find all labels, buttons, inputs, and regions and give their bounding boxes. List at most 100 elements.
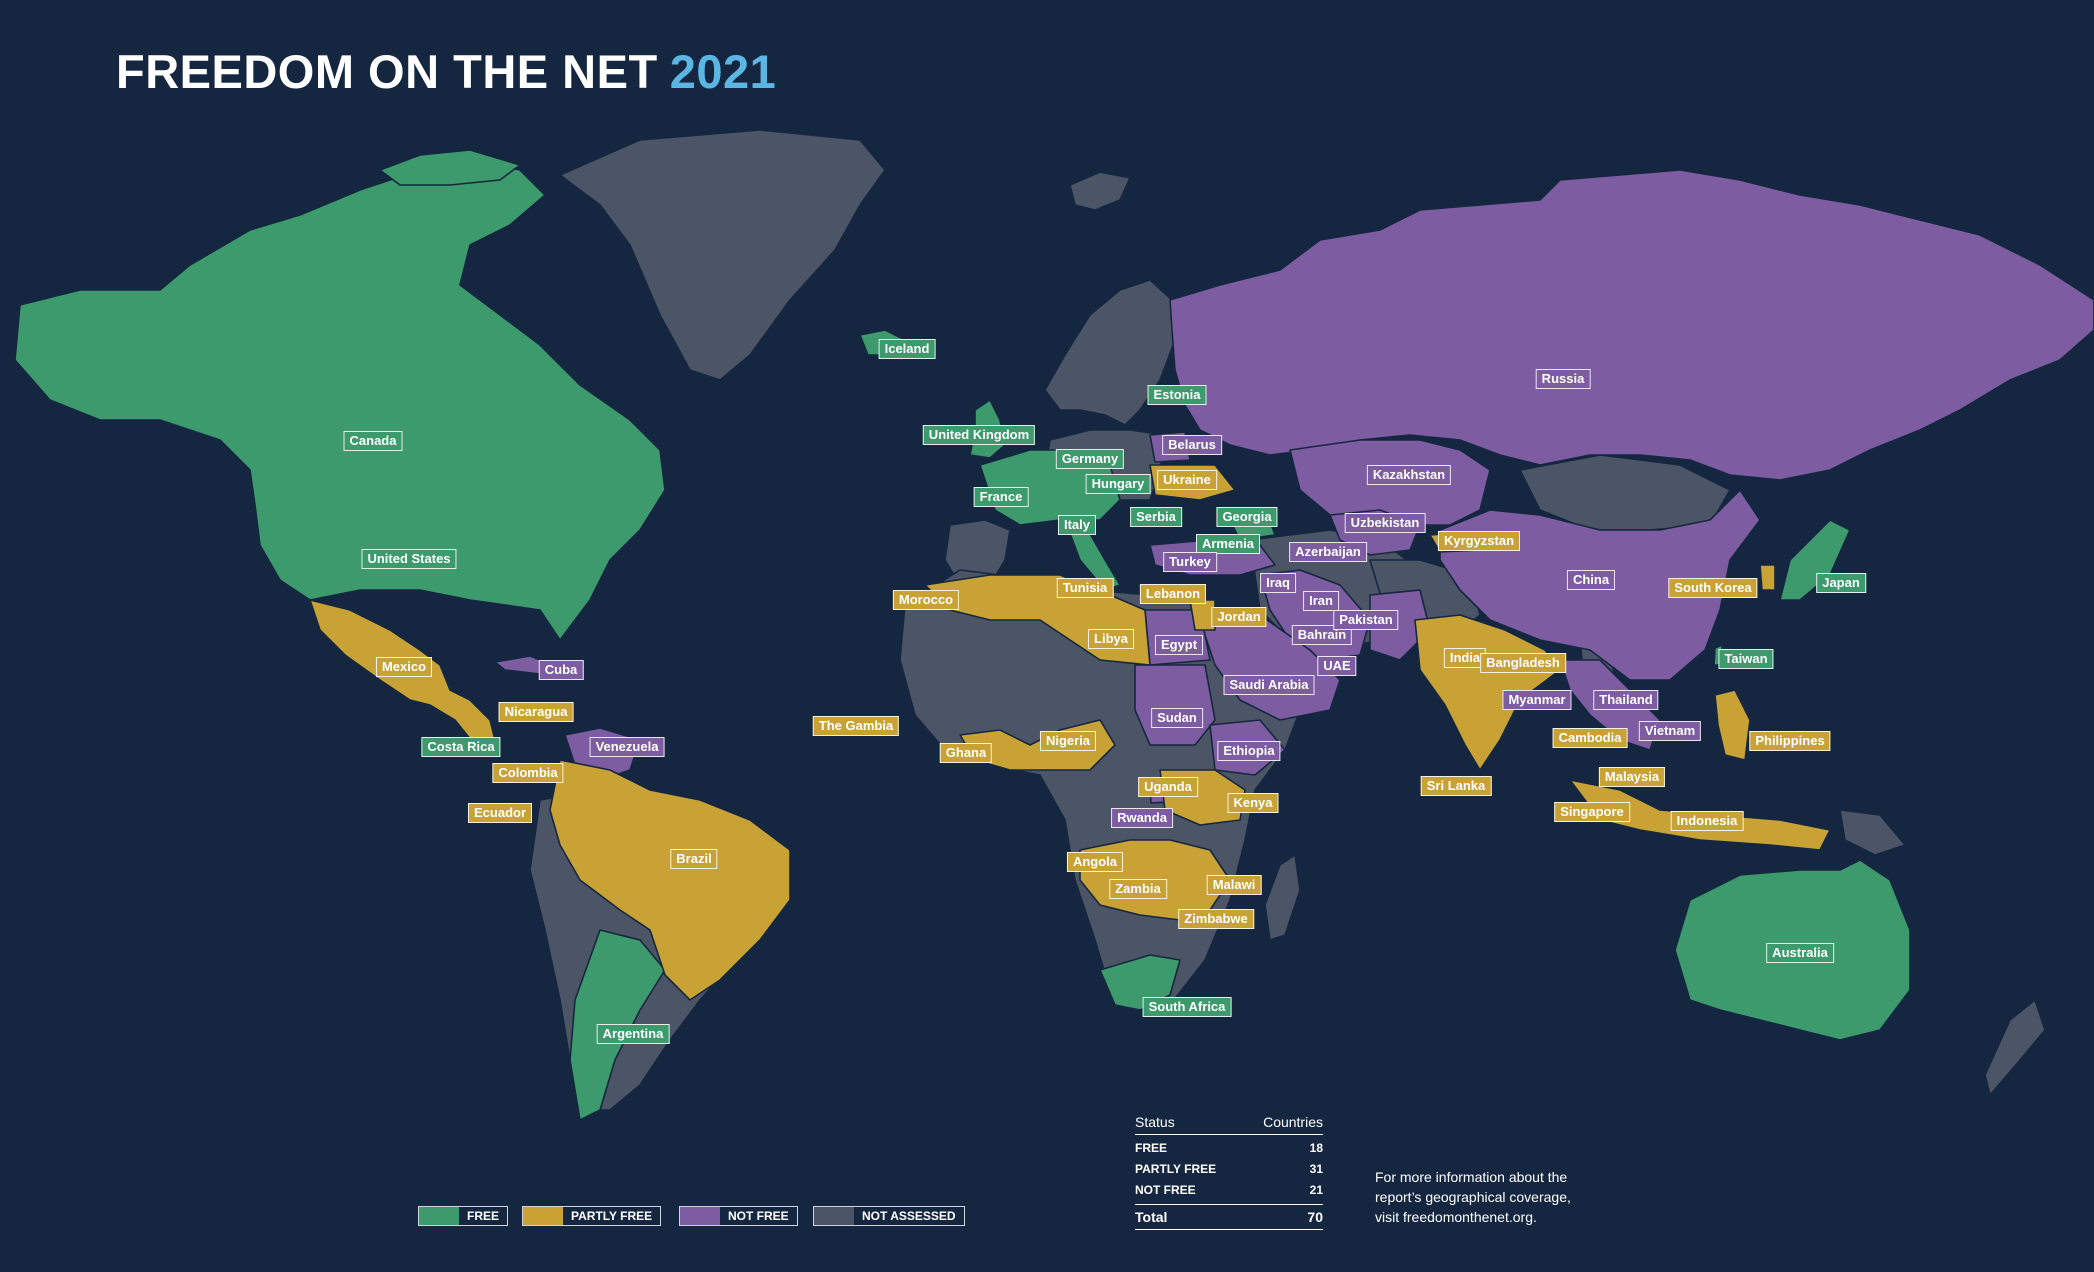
status-label: PARTLY FREE [1135,1161,1217,1176]
status-label: FREE [1135,1140,1168,1155]
legend-swatch-partly-free [523,1207,563,1225]
country-label-morocco: Morocco [892,590,960,610]
country-label-kenya: Kenya [1227,793,1279,813]
status-value: 21 [1309,1182,1323,1197]
papua-new-guinea [1839,809,1906,856]
total-label: Total [1135,1209,1168,1225]
country-label-uae: UAE [1317,656,1357,676]
country-label-kazakhstan: Kazakhstan [1366,465,1452,485]
country-label-japan: Japan [1816,573,1866,593]
country-label-ghana: Ghana [939,743,993,763]
pakistan [1369,589,1431,661]
country-label-philippines: Philippines [1749,731,1831,751]
status-value: 18 [1309,1140,1323,1155]
legend-free: FREE [418,1206,509,1226]
country-label-south-korea: South Korea [1668,578,1758,598]
legend-swatch-not-assessed [814,1207,854,1225]
country-label-venezuela: Venezuela [589,737,665,757]
country-label-zimbabwe: Zimbabwe [1178,909,1254,929]
kazakhstan [1289,439,1491,531]
colombia-brazil [549,759,791,1001]
country-label-italy: Italy [1057,515,1097,535]
legend-label-partly-free: PARTLY FREE [563,1207,661,1225]
country-label-kyrgyzstan: Kyrgyzstan [1437,531,1521,551]
country-label-rwanda: Rwanda [1111,808,1173,828]
country-label-cuba: Cuba [538,660,584,680]
country-label-iran: Iran [1303,591,1339,611]
russia [1169,169,2094,481]
south-africa [1099,954,1181,1011]
country-label-china: China [1566,570,1616,590]
legend-partly-free: PARTLY FREE [522,1206,662,1226]
country-label-bangladesh: Bangladesh [1480,653,1566,673]
country-label-pakistan: Pakistan [1333,610,1399,630]
country-label-brazil: Brazil [670,849,718,869]
greenland [559,129,886,381]
info-line-1: For more information about the [1375,1169,1568,1185]
country-label-united-states: United States [361,549,457,569]
country-label-south-africa: South Africa [1142,997,1232,1017]
info-line-2: report’s geographical coverage, [1375,1189,1571,1205]
status-table: Status Countries FREE 18 PARTLY FREE 31 NOT… [1135,1110,1323,1230]
total-value: 70 [1307,1209,1323,1225]
country-label-canada: Canada [343,431,403,451]
country-label-saudi-arabia: Saudi Arabia [1223,675,1315,695]
country-label-cambodia: Cambodia [1552,728,1628,748]
country-label-iraq: Iraq [1260,573,1296,593]
sudan [1134,664,1216,746]
country-label-angola: Angola [1066,852,1124,872]
country-label-sudan: Sudan [1151,708,1203,728]
country-label-tunisia: Tunisia [1056,578,1114,598]
title-year: 2021 [669,45,777,98]
country-label-libya: Libya [1088,629,1134,649]
country-label-singapore: Singapore [1554,802,1630,822]
country-label-hungary: Hungary [1085,474,1151,494]
legend-label-free: FREE [459,1207,508,1225]
country-label-russia: Russia [1535,369,1591,389]
country-label-united-kingdom: United Kingdom [922,425,1036,445]
country-label-colombia: Colombia [492,763,564,783]
svalbard [1069,171,1131,211]
country-label-indonesia: Indonesia [1670,811,1744,831]
madagascar [1264,854,1301,941]
countries-header: Countries [1263,1114,1323,1130]
country-label-egypt: Egypt [1154,635,1204,655]
country-label-serbia: Serbia [1130,507,1182,527]
country-label-france: France [973,487,1029,507]
country-label-zambia: Zambia [1109,879,1167,899]
country-label-thailand: Thailand [1593,690,1659,710]
title-main: FREEDOM ON THE NET [116,45,658,98]
country-label-turkey: Turkey [1163,552,1217,572]
country-label-costa-rica: Costa Rica [421,737,501,757]
new-zealand [1984,999,2046,1096]
legend-not-assessed: NOT ASSESSED [813,1206,965,1226]
legend-swatch-free [419,1207,459,1225]
jordan-lebanon [1189,599,1216,631]
legend-label-not-free: NOT FREE [720,1207,797,1225]
country-label-ecuador: Ecuador [467,803,533,823]
country-label-iceland: Iceland [878,339,936,359]
country-label-argentina: Argentina [596,1024,670,1044]
status-value: 31 [1309,1161,1323,1176]
status-table-header: Status Countries [1135,1110,1323,1135]
legend-not-free: NOT FREE [679,1206,798,1226]
status-label: NOT FREE [1135,1182,1196,1197]
country-label-nicaragua: Nicaragua [498,702,574,722]
country-label-uganda: Uganda [1138,777,1198,797]
country-label-myanmar: Myanmar [1502,690,1572,710]
country-label-azerbaijan: Azerbaijan [1289,542,1367,562]
country-label-sri-lanka: Sri Lanka [1420,776,1492,796]
status-row-free: FREE 18 [1135,1137,1323,1158]
iberia [944,519,1011,586]
status-row-partly-free: PARTLY FREE 31 [1135,1158,1323,1179]
country-label-ukraine: Ukraine [1157,470,1217,490]
country-label-armenia: Armenia [1195,534,1261,554]
page-title: FREEDOM ON THE NET 2021 [116,44,776,99]
country-label-malawi: Malawi [1206,875,1262,895]
country-label-malaysia: Malaysia [1598,767,1666,787]
status-row-total: Total 70 [1135,1204,1323,1230]
south-korea [1759,564,1776,591]
country-label-uzbekistan: Uzbekistan [1344,513,1426,533]
